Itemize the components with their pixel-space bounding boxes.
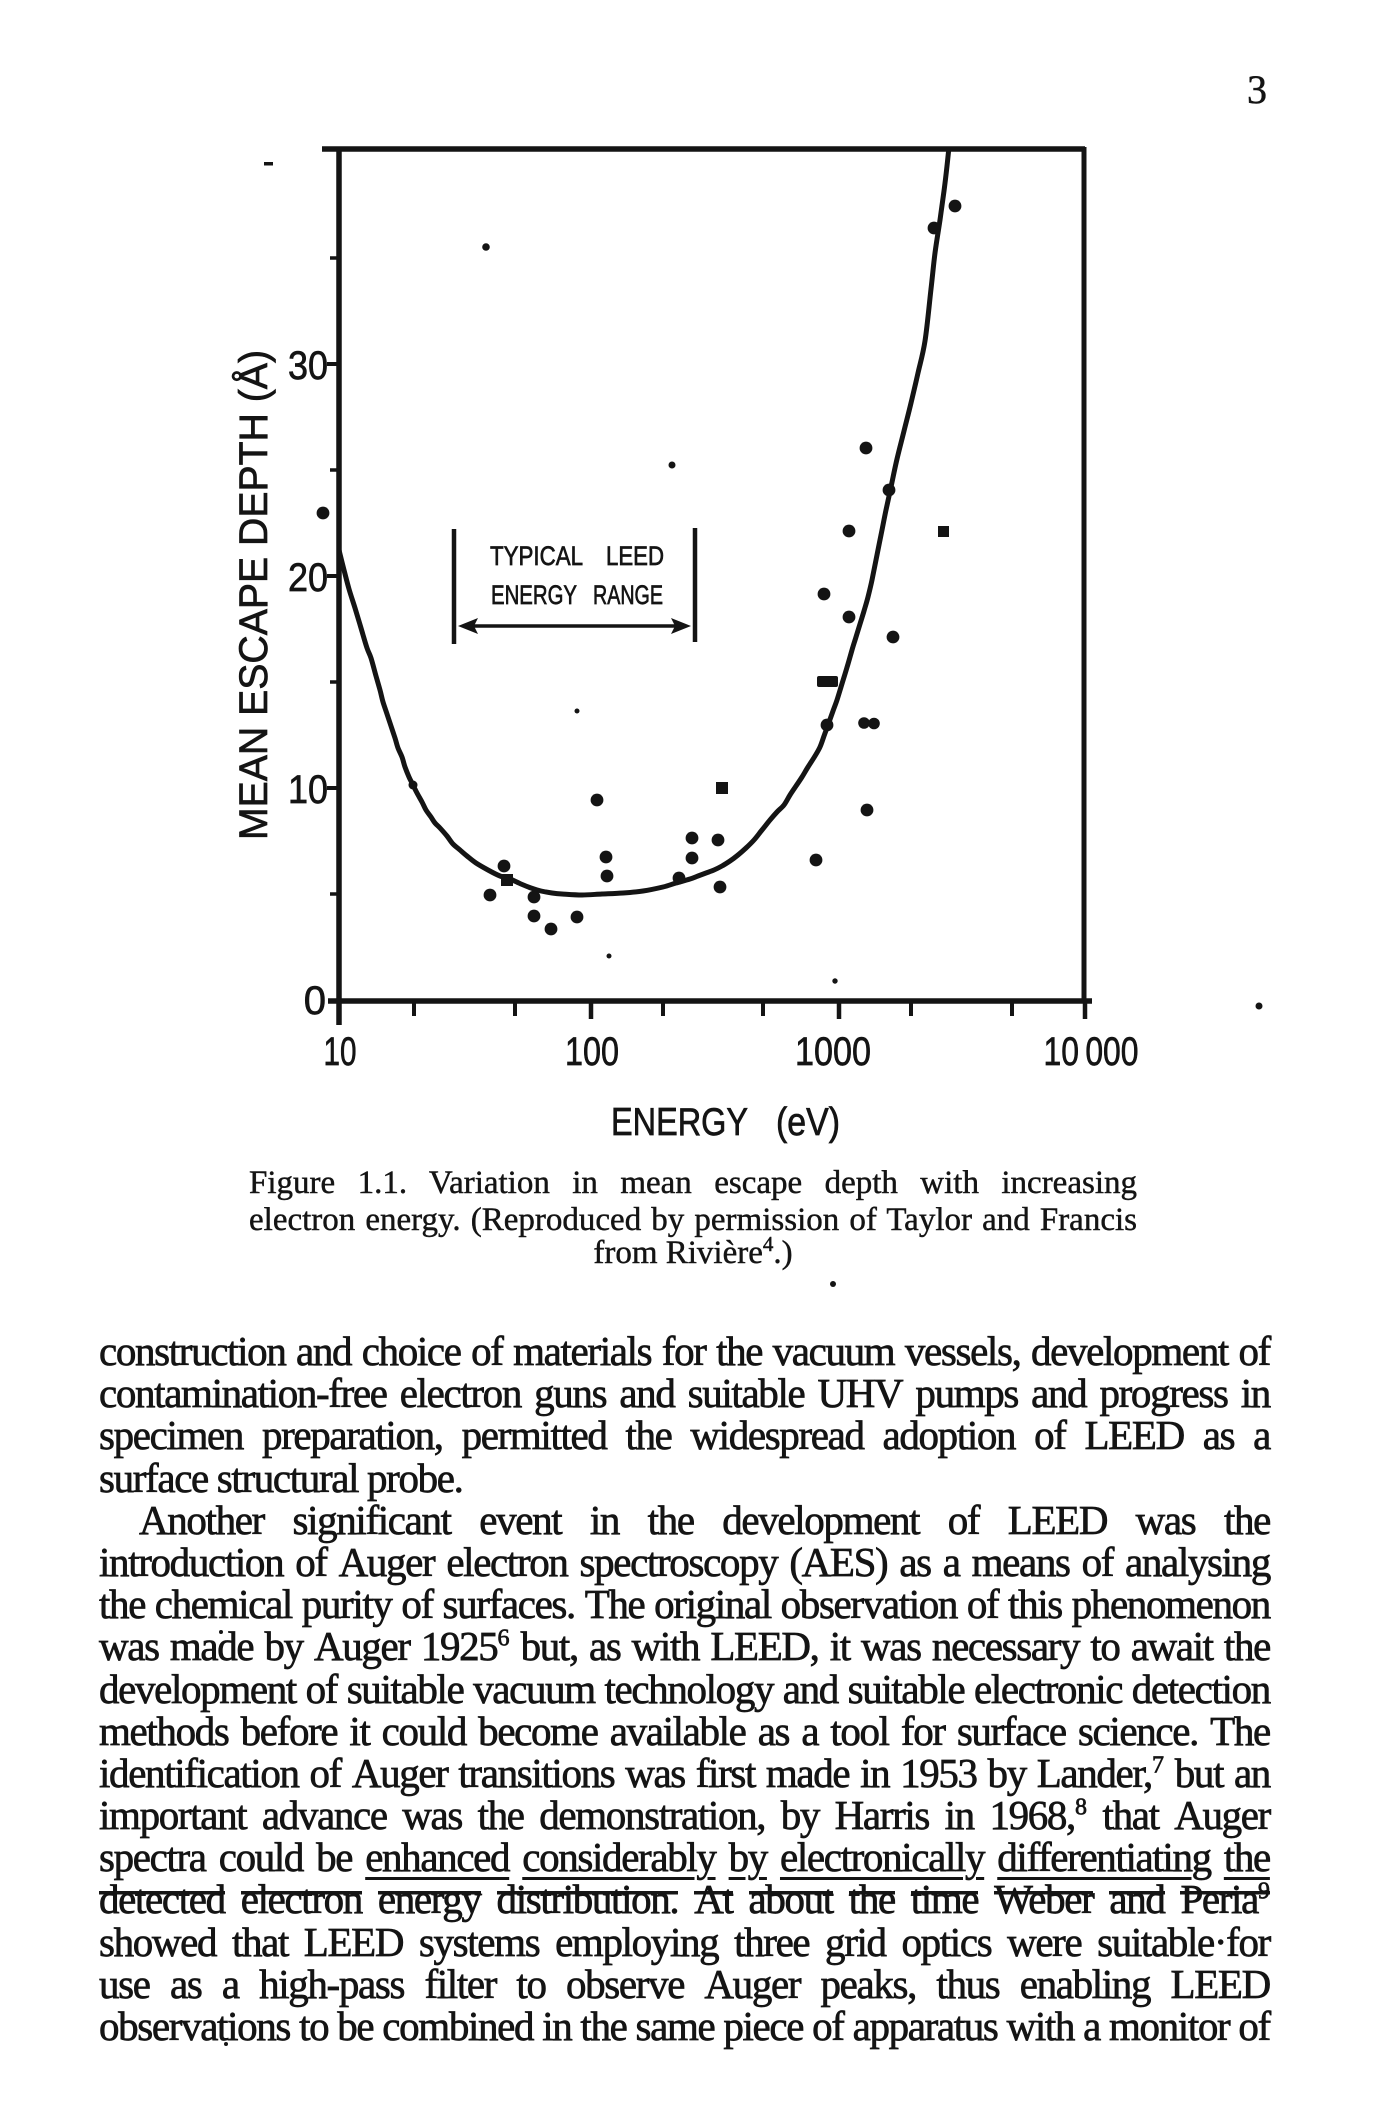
svg-text:MEAN ESCAPE DEPTH (Å): MEAN ESCAPE DEPTH (Å) xyxy=(231,350,276,840)
svg-text:(eV): (eV) xyxy=(776,1101,840,1144)
svg-text:10: 10 xyxy=(324,1030,357,1074)
svg-text:100: 100 xyxy=(565,1030,619,1074)
svg-text:LEED: LEED xyxy=(606,541,664,571)
svg-text:RANGE: RANGE xyxy=(593,580,663,610)
svg-text:1000: 1000 xyxy=(795,1030,871,1074)
svg-text:0: 0 xyxy=(304,979,326,1023)
svg-text:10 000: 10 000 xyxy=(1044,1030,1139,1074)
svg-text:30: 30 xyxy=(288,344,328,388)
svg-text:ENERGY: ENERGY xyxy=(611,1101,748,1144)
svg-text:10: 10 xyxy=(288,768,328,812)
svg-text:ENERGY: ENERGY xyxy=(491,580,577,610)
svg-text:TYPICAL: TYPICAL xyxy=(490,541,583,571)
svg-text:20: 20 xyxy=(288,556,328,600)
